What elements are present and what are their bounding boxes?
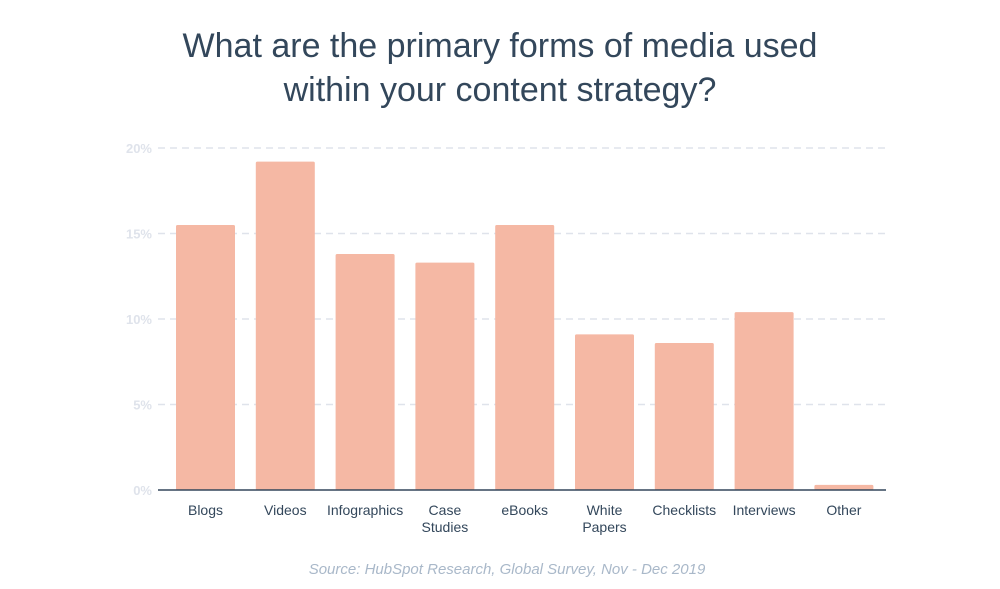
x-tick-label-videos: Videos	[264, 502, 307, 518]
bar-checklists	[654, 342, 714, 490]
bar-other	[814, 484, 874, 490]
y-tick-label-5: 5%	[133, 398, 152, 413]
bar-videos	[255, 161, 315, 490]
x-tick-label-ebooks: eBooks	[501, 502, 548, 518]
y-tick-label-10: 10%	[126, 312, 152, 327]
y-axis-ticks: 0% 5% 10% 15% 20%	[126, 141, 152, 498]
bar-ebooks	[495, 224, 555, 490]
bars	[176, 161, 874, 490]
chart-title-line-1: What are the primary forms of media used	[182, 27, 818, 65]
y-tick-label-15: 15%	[126, 227, 152, 242]
x-tick-label-interviews: Interviews	[733, 502, 796, 518]
bar-case-studies	[415, 262, 475, 490]
source-note: Source: HubSpot Research, Global Survey,…	[308, 561, 706, 578]
x-tick-label-other: Other	[826, 502, 861, 518]
y-tick-label-20: 20%	[126, 141, 152, 156]
bar-white-papers	[575, 334, 634, 490]
bar-blogs	[176, 224, 235, 490]
x-tick-label-case-studies: Case Studies	[422, 502, 469, 535]
y-tick-label-0: 0%	[133, 483, 152, 498]
x-tick-label-infographics: Infographics	[327, 502, 403, 518]
chart-title-line-2: within your content strategy?	[283, 71, 717, 109]
x-tick-label-white-papers: White Papers	[582, 502, 626, 535]
chart-title: What are the primary forms of media used…	[0, 24, 1000, 112]
x-tick-label-blogs: Blogs	[188, 502, 223, 518]
bar-interviews	[734, 312, 794, 490]
x-axis-labels: Blogs Videos Infographics Case Studies eBooks…	[188, 502, 862, 535]
bar-infographics	[335, 254, 395, 490]
x-tick-label-checklists: Checklists	[652, 502, 716, 518]
